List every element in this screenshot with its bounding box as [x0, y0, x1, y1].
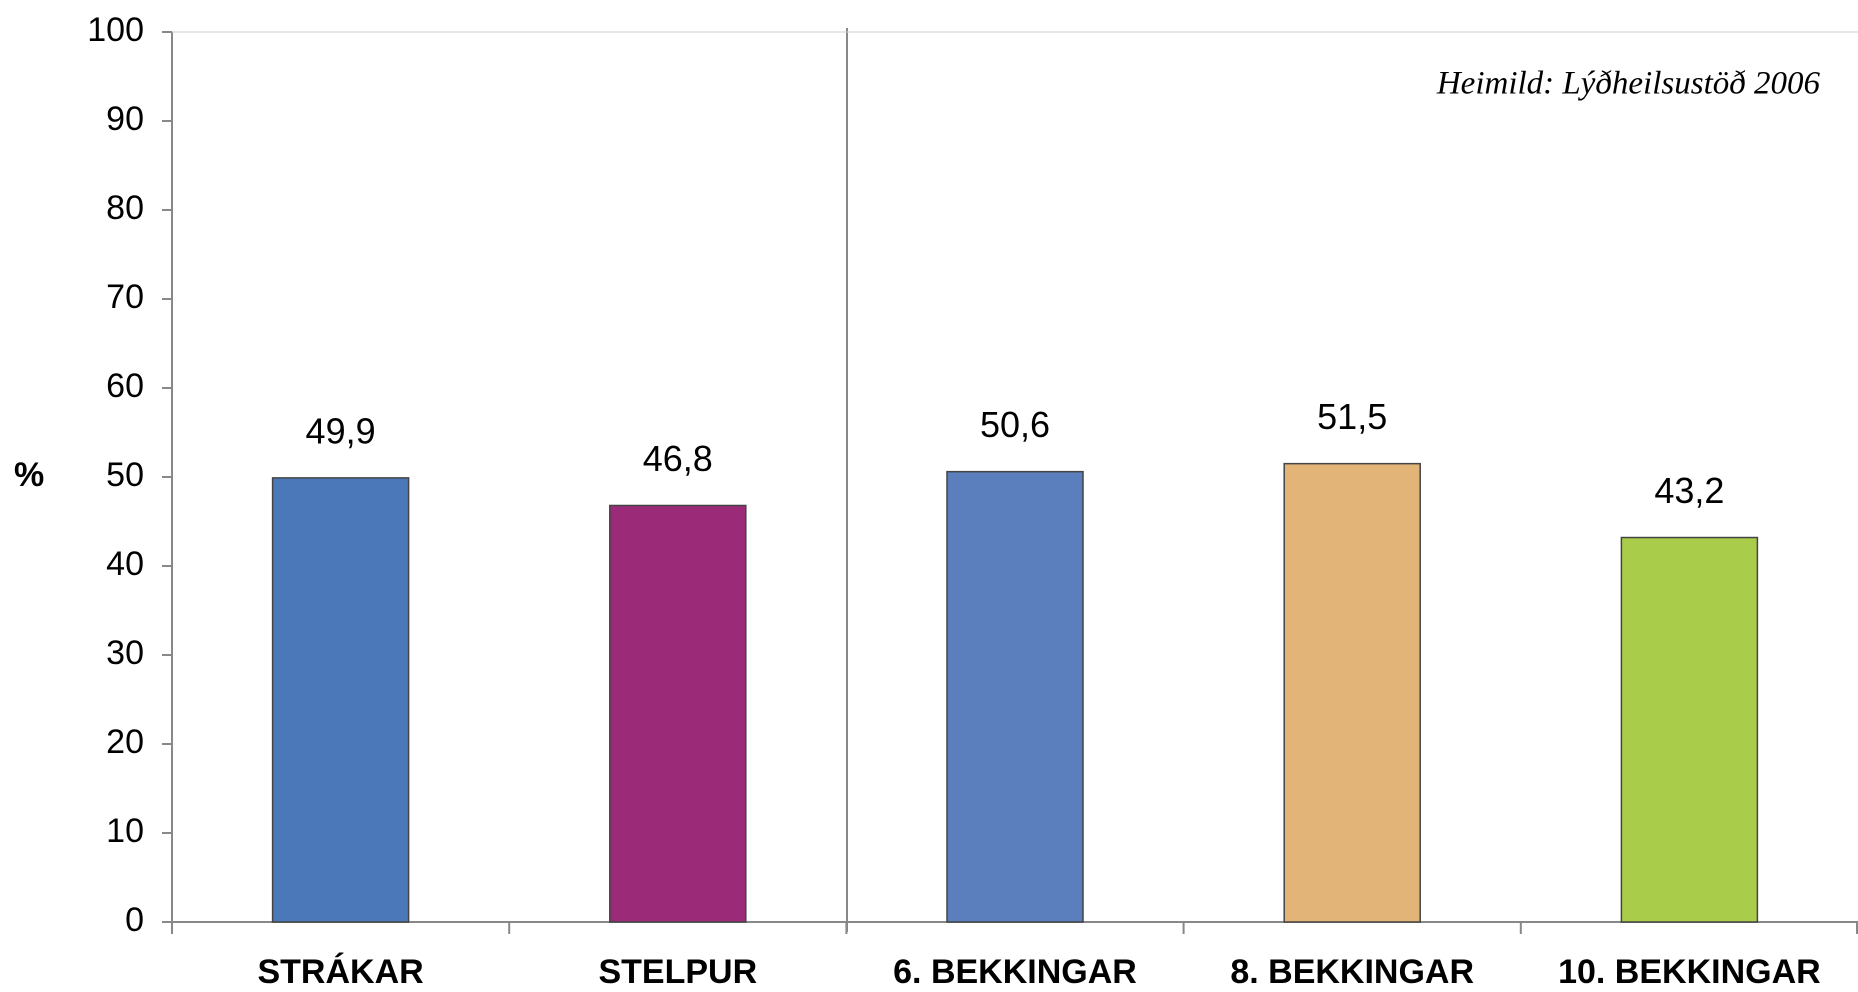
x-tick-label: 8. BEKKINGAR — [1230, 953, 1474, 991]
bar — [947, 472, 1083, 922]
y-tick-label: 10 — [106, 812, 144, 850]
value-label: 49,9 — [306, 410, 376, 451]
value-label: 50,6 — [980, 404, 1050, 445]
y-tick-label: 50 — [106, 456, 144, 494]
y-tick-label: 20 — [106, 723, 144, 761]
value-label: 51,5 — [1317, 396, 1387, 437]
y-axis-label: % — [14, 456, 44, 494]
x-tick-label: STRÁKAR — [257, 953, 423, 991]
chart: % Heimild: Lýðheilsustöð 2006 0 10 20 30 40 5… — [0, 0, 1858, 992]
y-tick-label: 30 — [106, 634, 144, 672]
y-tick-label: 100 — [87, 11, 144, 49]
value-label: 43,2 — [1654, 470, 1724, 511]
y-tick-label: 70 — [106, 278, 144, 316]
bar — [1284, 464, 1420, 922]
y-tick-label: 80 — [106, 189, 144, 227]
value-label: 46,8 — [643, 438, 713, 479]
x-tick-label: 6. BEKKINGAR — [893, 953, 1137, 991]
y-tick-label: 60 — [106, 367, 144, 405]
x-tick-label: STELPUR — [598, 953, 757, 991]
bar — [273, 478, 409, 922]
y-tick-label: 90 — [106, 100, 144, 138]
y-tick-label: 0 — [125, 901, 144, 939]
bar — [610, 505, 746, 922]
source-note: Heimild: Lýðheilsustöð 2006 — [1436, 66, 1821, 102]
bar — [1621, 538, 1757, 922]
x-tick-label: 10. BEKKINGAR — [1558, 953, 1821, 991]
y-tick-label: 40 — [106, 545, 144, 583]
